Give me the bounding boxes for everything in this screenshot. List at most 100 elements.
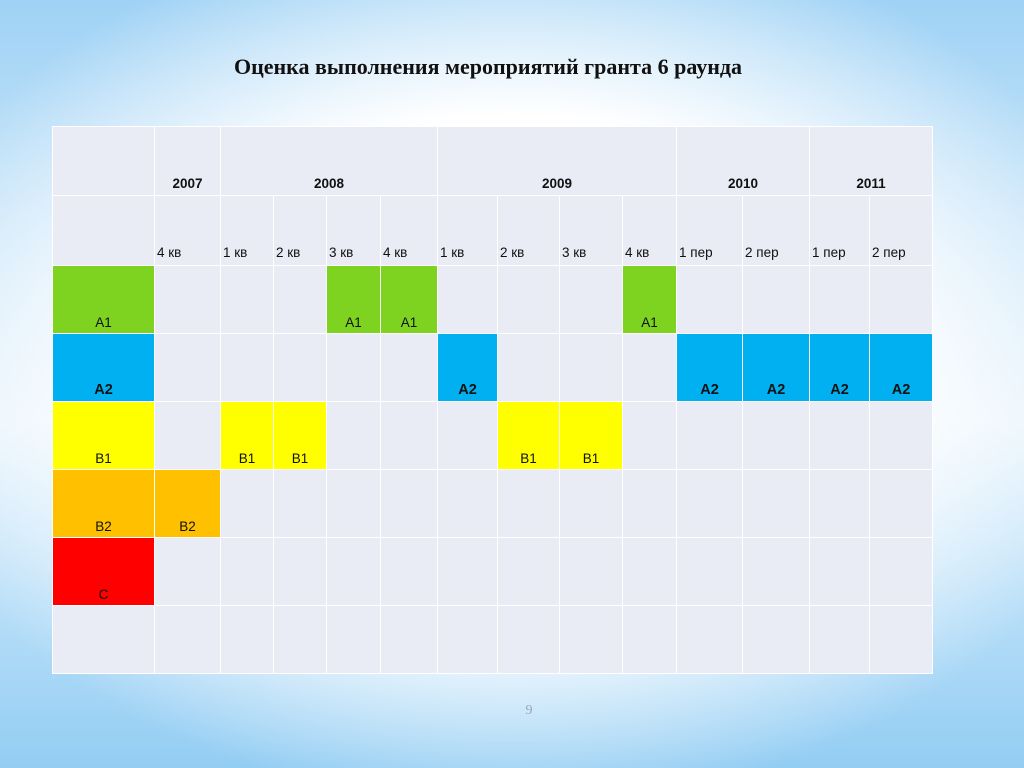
status-cell-empty [497,605,560,674]
status-cell-empty [326,333,381,402]
status-cell-empty [809,537,870,606]
status-cell-empty [559,537,623,606]
status-cell-empty [220,469,274,538]
table-row: С [52,537,933,606]
status-cell-empty [742,265,810,334]
period-header-row: 4 кв 1 кв 2 кв 3 кв 4 кв 1 кв 2 кв 3 кв 4 кв 1 пе… [52,195,933,266]
status-cell-empty [380,537,438,606]
status-cell-empty [273,469,327,538]
period-header-cell: 1 кв [220,195,274,266]
status-cell-filled: А1 [326,265,381,334]
status-cell-empty [220,333,274,402]
status-cell-filled: В1 [273,401,327,470]
row-label-cell: С [52,537,155,606]
status-cell-empty [559,333,623,402]
status-cell-empty [380,469,438,538]
status-cell-empty [326,469,381,538]
status-cell-empty [154,333,221,402]
status-cell-filled: В1 [497,401,560,470]
slide-title: Оценка выполнения мероприятий гранта 6 р… [233,54,743,79]
status-cell-filled: А2 [809,333,870,402]
status-cell-empty [497,333,560,402]
period-header-cell: 2 кв [497,195,560,266]
period-header-cell: 3 кв [326,195,381,266]
status-cell-empty [220,605,274,674]
year-header-cell: 2008 [220,126,438,196]
assessment-table: 2007 2008 2009 2010 2011 4 кв 1 кв 2 кв 3 кв 4 кв… [52,126,933,674]
year-header-row: 2007 2008 2009 2010 2011 [52,126,933,196]
status-cell-empty [437,537,498,606]
status-cell-empty [676,469,743,538]
status-cell-empty [809,605,870,674]
row-label-cell: А2 [52,333,155,402]
year-header-cell: 2011 [809,126,933,196]
period-header-cell: 1 пер [676,195,743,266]
status-cell-empty [437,401,498,470]
period-header-cell: 2 пер [869,195,933,266]
status-cell-empty [869,605,933,674]
status-cell-empty [497,265,560,334]
status-cell-filled: В1 [559,401,623,470]
status-cell-empty [809,469,870,538]
status-cell-empty [742,605,810,674]
period-header-cell: 2 кв [273,195,327,266]
year-header-cell: 2009 [437,126,677,196]
status-cell-empty [869,265,933,334]
status-cell-empty [676,537,743,606]
row-label-cell: В2 [52,469,155,538]
status-cell-empty [154,605,221,674]
status-cell-filled: А2 [676,333,743,402]
status-cell-empty [326,537,381,606]
status-cell-empty [559,469,623,538]
status-cell-filled: А2 [437,333,498,402]
table-row: А2 А2 А2 А2 А2 А2 [52,333,933,402]
table-row: В1 В1 В1 В1 В1 [52,401,933,470]
status-cell-empty [326,401,381,470]
status-cell-empty [380,333,438,402]
status-cell-empty [273,333,327,402]
status-cell-empty [154,265,221,334]
status-cell-empty [869,537,933,606]
period-header-cell: 3 кв [559,195,623,266]
status-cell-empty [380,605,438,674]
status-cell-empty [437,469,498,538]
status-cell-empty [497,469,560,538]
status-cell-empty [559,605,623,674]
status-cell-empty [220,265,274,334]
status-cell-empty [622,605,677,674]
status-cell-empty [676,605,743,674]
status-cell-empty [622,333,677,402]
status-cell-empty [622,401,677,470]
row-label-cell: А1 [52,265,155,334]
status-cell-empty [869,469,933,538]
status-cell-empty [622,537,677,606]
period-header-cell: 1 пер [809,195,870,266]
status-cell-empty [437,605,498,674]
status-cell-empty [622,469,677,538]
status-cell-empty [559,265,623,334]
row-label-cell [52,605,155,674]
status-cell-filled: А1 [622,265,677,334]
period-header-cell: 4 кв [622,195,677,266]
status-cell-empty [154,537,221,606]
status-cell-empty [809,401,870,470]
status-cell-empty [220,537,274,606]
status-cell-empty [273,265,327,334]
status-cell-empty [742,401,810,470]
status-cell-empty [273,605,327,674]
period-header-cell: 4 кв [380,195,438,266]
page-number: 9 [525,703,533,718]
corner-cell [52,126,155,196]
status-cell-empty [273,537,327,606]
period-header-cell: 1 кв [437,195,498,266]
status-cell-empty [154,401,221,470]
period-header-cell: 2 пер [742,195,810,266]
year-header-cell: 2010 [676,126,810,196]
status-cell-empty [809,265,870,334]
period-corner-cell [52,195,155,266]
table-row [52,605,933,674]
status-cell-filled: А2 [869,333,933,402]
status-cell-filled: А2 [742,333,810,402]
status-cell-filled: В2 [154,469,221,538]
status-cell-filled: А1 [380,265,438,334]
